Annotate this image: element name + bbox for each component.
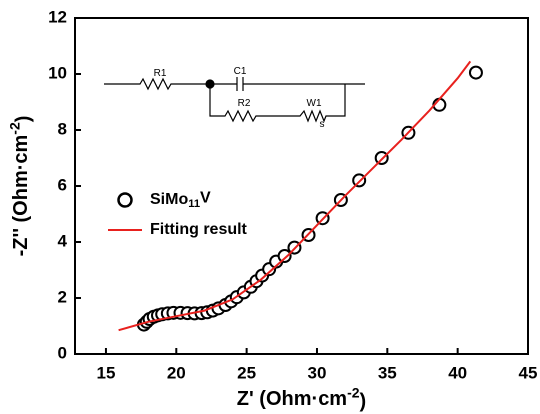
legend-marker	[117, 192, 133, 208]
data-point	[277, 249, 292, 263]
inset-label: R2	[238, 98, 251, 109]
capacitor	[236, 77, 244, 91]
y-axis-label: -Z'' (Ohm·cm-2​)	[6, 116, 35, 257]
y-tick-label: 6	[58, 175, 67, 194]
inset-label: R1	[154, 68, 167, 79]
data-point	[468, 65, 483, 80]
y-tick-label: 2	[58, 287, 67, 306]
y-tick-label: 10	[48, 63, 67, 82]
legend-label: SiMo11​V	[150, 190, 211, 210]
legend-label: Fitting result	[150, 221, 248, 238]
x-tick-label: 20	[167, 363, 186, 382]
x-tick-label: 45	[519, 363, 538, 382]
fit-line	[118, 60, 472, 332]
x-axis-label: Z' (Ohm·cm-2​)	[237, 384, 366, 413]
x-tick-label: 35	[378, 363, 397, 382]
circuit-wire	[104, 77, 365, 91]
y-tick-label: 4	[58, 231, 68, 250]
y-tick-label: 12	[48, 7, 67, 26]
inset-label: C1	[234, 66, 247, 77]
circuit-node	[205, 79, 215, 89]
inset-label: W1	[307, 98, 322, 109]
circuit-branch	[209, 84, 346, 123]
circuit-inset	[104, 77, 365, 123]
plot-frame	[74, 17, 529, 355]
y-tick-label: 8	[58, 119, 67, 138]
x-tick-label: 40	[448, 363, 467, 382]
x-tick-label: 25	[237, 363, 256, 382]
y-tick-label: 0	[58, 343, 67, 362]
x-tick-label: 30	[308, 363, 327, 382]
inset-label: s	[320, 119, 325, 130]
x-tick-label: 15	[96, 363, 115, 382]
